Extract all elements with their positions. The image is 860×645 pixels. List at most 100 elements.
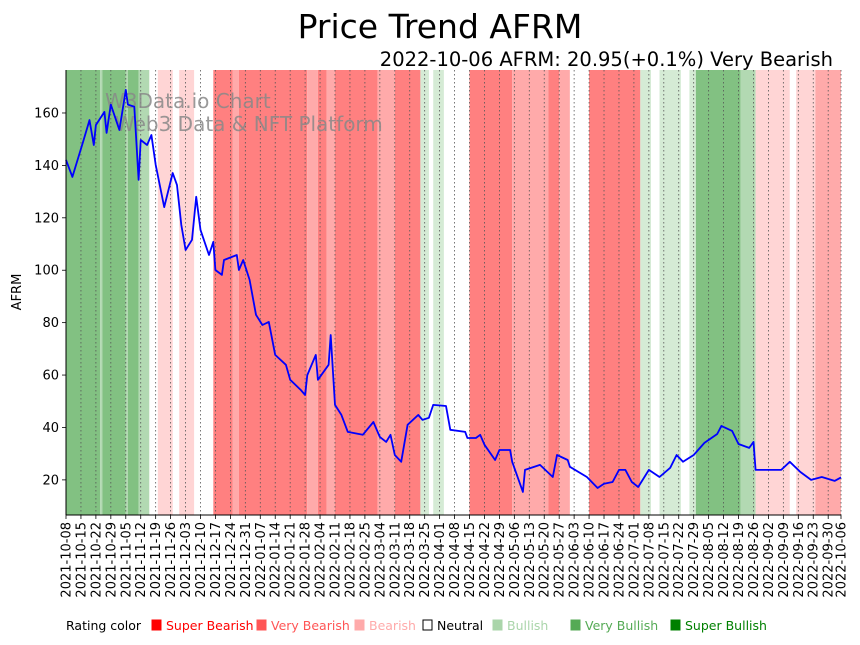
rating-band: [335, 70, 378, 515]
legend-swatch: [670, 619, 681, 631]
x-tick-label: 2022-03-25: [418, 522, 433, 598]
x-tick-label: 2022-08-26: [747, 522, 762, 598]
x-tick-label: 2022-06-03: [568, 522, 583, 598]
chart-subtitle: 2022-10-06 AFRM: 20.95(+0.1%) Very Beari…: [380, 48, 833, 71]
watermark-line-2: Web3 Data & NFT Platform: [115, 112, 383, 136]
x-tick-label: 2022-07-15: [657, 522, 672, 598]
x-tick-label: 2022-04-01: [433, 522, 448, 598]
x-tick-label: 2022-02-11: [329, 522, 344, 598]
legend-item-label: Very Bullish: [585, 618, 658, 633]
x-tick-label: 2022-03-11: [388, 522, 403, 598]
rating-band: [394, 70, 421, 515]
x-tick-label: 2022-07-22: [672, 522, 687, 598]
x-tick-label: 2022-02-18: [343, 522, 358, 598]
rating-band: [420, 70, 429, 515]
x-tick-label: 2022-01-14: [269, 522, 284, 598]
x-tick-label: 2022-10-06: [835, 522, 850, 598]
legend-swatch: [151, 619, 162, 631]
legend-item-label: Super Bearish: [166, 618, 254, 633]
x-tick-label: 2021-12-10: [194, 522, 209, 598]
axes: 2021-10-08 2021-10-15 2021-10-22 2021-10-29…: [34, 70, 850, 598]
watermark-line-1: W3Data.io Chart: [105, 89, 271, 113]
y-axis-label: AFRM: [10, 274, 25, 311]
x-tick-label: 2021-11-19: [149, 522, 164, 598]
rating-band: [548, 70, 560, 515]
x-tick-label: 2022-09-16: [792, 522, 807, 598]
rating-band: [232, 70, 239, 515]
x-tick-label: 2022-09-09: [777, 522, 792, 598]
x-tick-label: 2021-12-17: [209, 522, 224, 598]
legend-swatch: [354, 619, 365, 631]
rating-band: [100, 70, 103, 515]
y-tick-label: 100: [34, 264, 59, 279]
y-tick-label: 140: [34, 159, 59, 174]
rating-band: [127, 70, 139, 515]
x-tick-label: 2022-01-28: [299, 522, 314, 598]
legend-title: Rating color: [66, 618, 142, 633]
x-tick-label: 2022-09-23: [807, 522, 822, 598]
x-tick-label: 2021-12-24: [224, 522, 239, 598]
legend-item-label: Very Bearish: [271, 618, 350, 633]
x-tick-label: 2022-03-04: [373, 522, 388, 598]
rating-band: [102, 70, 126, 515]
y-tick-label: 160: [34, 106, 59, 121]
y-tick-label: 20: [42, 473, 59, 488]
legend-item-label: Super Bullish: [685, 618, 767, 633]
legend-swatch: [570, 619, 581, 631]
x-tick-label: 2022-02-04: [314, 522, 329, 598]
legend: Rating color Super Bearish Very Bearish Bea…: [66, 618, 767, 633]
x-tick-label: 2022-05-27: [553, 522, 568, 598]
x-tick-label: 2022-06-10: [583, 522, 598, 598]
rating-bands: [66, 70, 841, 515]
rating-band: [307, 70, 318, 515]
x-tick-label: 2022-07-29: [687, 522, 702, 598]
x-tick-label: 2022-04-22: [478, 522, 493, 598]
x-tick-label: 2022-05-20: [538, 522, 553, 598]
rating-band: [815, 70, 841, 515]
legend-swatch: [492, 619, 503, 631]
x-tick-label: 2022-04-15: [463, 522, 478, 598]
x-tick-label: 2021-11-26: [164, 522, 179, 598]
rating-band: [755, 70, 790, 515]
rating-band: [179, 70, 195, 515]
rating-band: [157, 70, 173, 515]
rating-band: [326, 70, 336, 515]
rating-band: [213, 70, 233, 515]
y-tick-label: 80: [42, 316, 59, 331]
x-tick-label: 2022-04-08: [448, 522, 463, 598]
rating-band: [469, 70, 513, 515]
rating-band: [512, 70, 549, 515]
rating-band: [589, 70, 641, 515]
x-tick-label: 2022-01-21: [284, 522, 299, 598]
x-tick-label: 2021-12-03: [179, 522, 194, 598]
x-tick-label: 2022-08-19: [732, 522, 747, 598]
price-line: [65, 89, 842, 493]
x-tick-label: 2021-12-31: [239, 522, 254, 598]
chart-title: Price Trend AFRM: [298, 7, 583, 46]
rating-band: [740, 70, 756, 515]
x-tick-label: 2022-04-29: [493, 522, 508, 598]
legend-item-label: Bullish: [507, 618, 548, 633]
x-tick-label: 2021-10-29: [104, 522, 119, 598]
x-tick-label: 2022-07-01: [627, 522, 642, 598]
rating-band: [138, 70, 150, 515]
x-tick-label: 2021-10-08: [60, 522, 75, 598]
rating-band: [377, 70, 395, 515]
rating-band: [695, 70, 741, 515]
x-tick-label: 2022-06-24: [612, 522, 627, 598]
legend-swatch: [256, 619, 267, 631]
rating-band: [796, 70, 816, 515]
rating-band: [659, 70, 681, 515]
legend-swatch: [422, 619, 433, 631]
x-tick-label: 2022-08-05: [702, 522, 717, 598]
rating-band: [125, 70, 128, 515]
x-tick-label: 2022-05-13: [523, 522, 538, 598]
x-tick-label: 2022-05-06: [508, 522, 523, 598]
x-tick-label: 2021-10-22: [89, 522, 104, 598]
x-tick-label: 2022-07-08: [642, 522, 657, 598]
rating-band: [689, 70, 696, 515]
y-tick-label: 60: [42, 369, 59, 384]
x-tick-label: 2022-01-07: [254, 522, 269, 598]
legend-item-label: Neutral: [437, 618, 483, 633]
x-tick-label: 2022-09-02: [762, 522, 777, 598]
